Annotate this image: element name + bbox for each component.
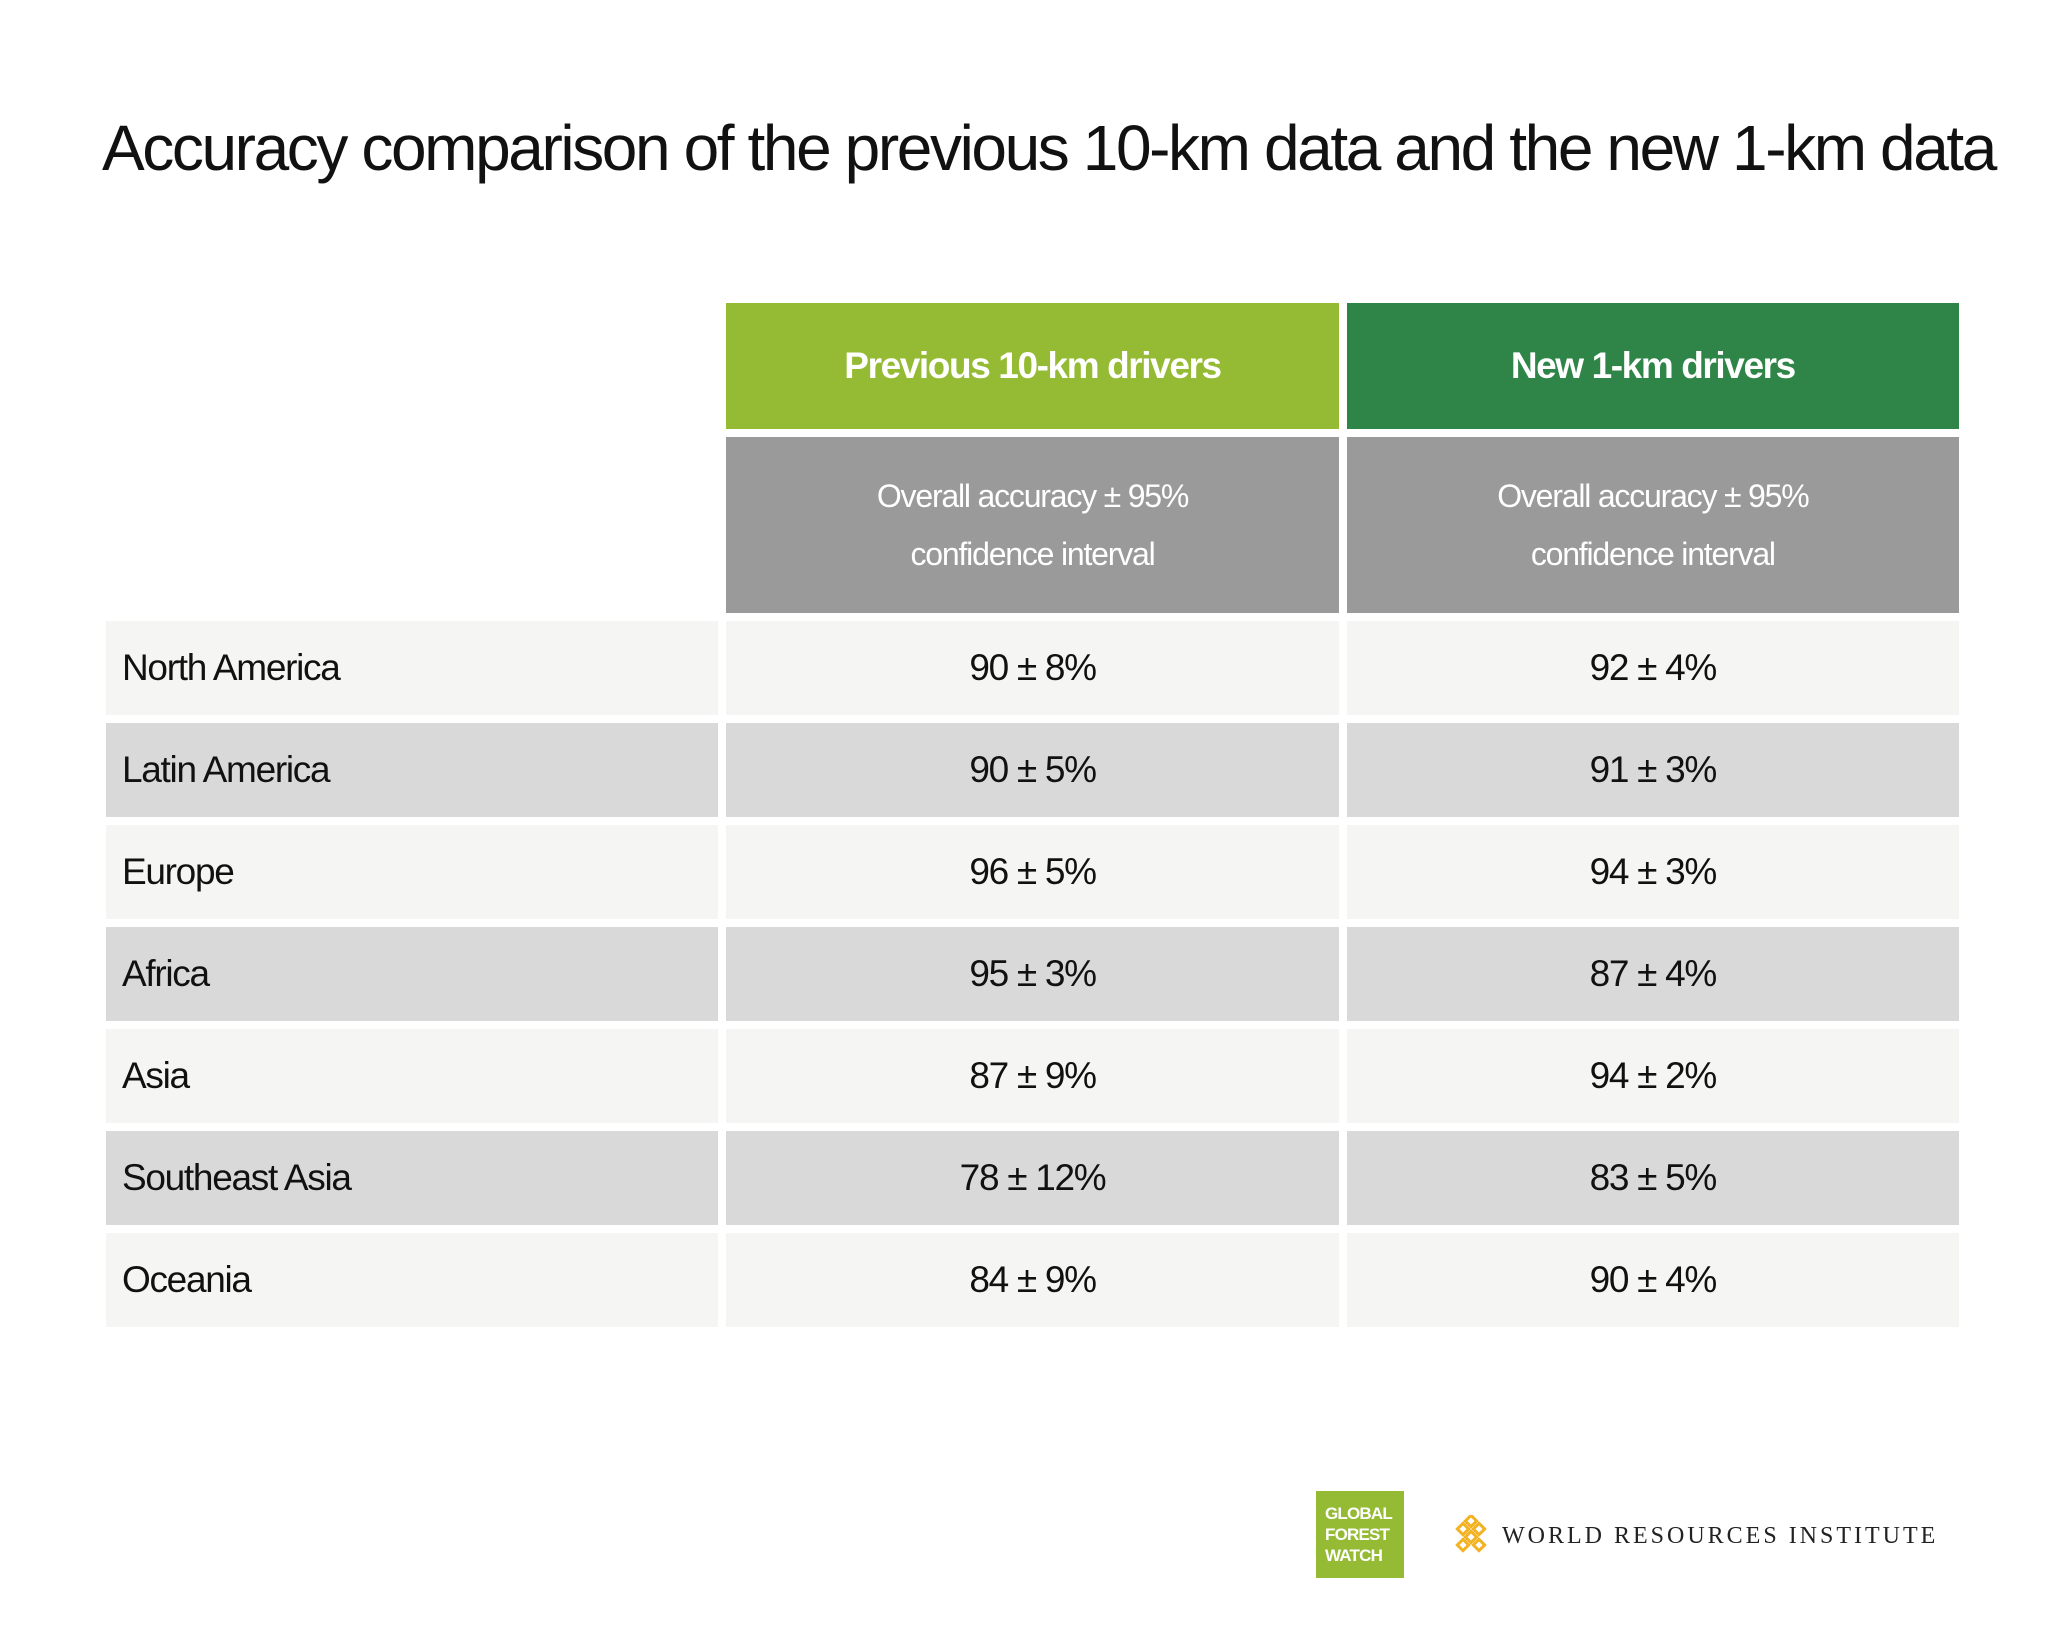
subheader-line-2: confidence interval [1530, 536, 1776, 572]
table-row-north-america: North America 90 ± 8% 92 ± 4% [106, 621, 1959, 715]
table-row-europe: Europe 96 ± 5% 94 ± 3% [106, 825, 1959, 919]
table-row-asia: Asia 87 ± 9% 94 ± 2% [106, 1029, 1959, 1123]
previous-accuracy-cell: 96 ± 5% [726, 825, 1339, 919]
region-cell: Africa [106, 927, 719, 1021]
previous-accuracy-cell: 78 ± 12% [726, 1131, 1339, 1225]
table-row-latin-america: Latin America 90 ± 5% 91 ± 3% [106, 723, 1959, 817]
table-row-southeast-asia: Southeast Asia 78 ± 12% 83 ± 5% [106, 1131, 1959, 1225]
new-accuracy-cell: 90 ± 4% [1346, 1233, 1959, 1327]
header-row: Previous 10-km drivers New 1-km drivers [106, 303, 1959, 429]
new-accuracy-cell: 94 ± 3% [1346, 825, 1959, 919]
gfw-logo-line: FOREST [1325, 1525, 1390, 1544]
subheader-previous-10km: Overall accuracy ± 95% confidence interv… [726, 437, 1339, 613]
region-cell: North America [106, 621, 719, 715]
new-accuracy-cell: 83 ± 5% [1346, 1131, 1959, 1225]
previous-accuracy-cell: 87 ± 9% [726, 1029, 1339, 1123]
subheader-blank-cell [106, 437, 718, 613]
new-accuracy-cell: 94 ± 2% [1346, 1029, 1959, 1123]
gfw-logo-line: GLOBAL [1325, 1504, 1393, 1523]
subheader-line-2: confidence interval [910, 536, 1156, 572]
chart-title: Accuracy comparison of the previous 10-k… [102, 112, 1997, 184]
previous-accuracy-cell: 90 ± 8% [726, 621, 1339, 715]
subheader-line-1: Overall accuracy ± 95% [1497, 478, 1809, 514]
header-new-1km: New 1-km drivers [1346, 303, 1959, 429]
previous-accuracy-cell: 95 ± 3% [726, 927, 1339, 1021]
new-accuracy-cell: 92 ± 4% [1346, 621, 1959, 715]
new-accuracy-cell: 91 ± 3% [1346, 723, 1959, 817]
subheader-line-1: Overall accuracy ± 95% [876, 478, 1189, 514]
region-cell: Southeast Asia [106, 1131, 719, 1225]
header-previous-10km: Previous 10-km drivers [726, 303, 1339, 429]
table-row-oceania: Oceania 84 ± 9% 90 ± 4% [106, 1233, 1959, 1327]
new-accuracy-cell: 87 ± 4% [1346, 927, 1959, 1021]
previous-accuracy-cell: 84 ± 9% [726, 1233, 1339, 1327]
previous-accuracy-cell: 90 ± 5% [726, 723, 1339, 817]
header-blank-cell [106, 303, 718, 429]
accuracy-table-container: Previous 10-km drivers New 1-km drivers … [106, 303, 1959, 1327]
table-row-africa: Africa 95 ± 3% 87 ± 4% [106, 927, 1959, 1021]
wri-logo-text: WORLD RESOURCES INSTITUTE [1502, 1523, 1939, 1549]
region-cell: Latin America [106, 723, 719, 817]
global-forest-watch-logo: GLOBAL FOREST WATCH [1316, 1491, 1404, 1578]
gfw-logo-line: WATCH [1325, 1546, 1383, 1565]
wri-lattice-icon [1455, 1515, 1487, 1553]
subheader-row: Overall accuracy ± 95% confidence interv… [106, 437, 1959, 613]
region-cell: Asia [106, 1029, 719, 1123]
region-cell: Oceania [106, 1233, 719, 1327]
accuracy-table: Previous 10-km drivers New 1-km drivers … [98, 295, 1967, 1335]
subheader-new-1km: Overall accuracy ± 95% confidence interv… [1346, 437, 1959, 613]
region-cell: Europe [106, 825, 719, 919]
